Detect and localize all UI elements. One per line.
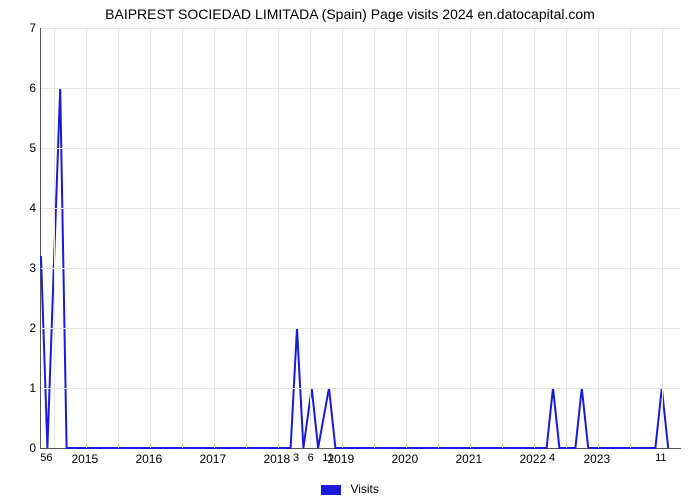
gridline-h xyxy=(41,28,681,29)
y-tick-label: 5 xyxy=(6,141,36,155)
x-tick-label: 2015 xyxy=(71,452,98,466)
y-tick-label: 2 xyxy=(6,321,36,335)
gridline-v xyxy=(406,28,407,448)
gridline-v xyxy=(182,28,183,448)
gridline-h xyxy=(41,148,681,149)
data-point-label: 4 xyxy=(549,452,555,464)
data-point-label: 3 xyxy=(293,452,299,464)
visits-line-series xyxy=(41,28,681,448)
legend-swatch xyxy=(321,485,341,495)
gridline-v xyxy=(246,28,247,448)
y-tick-label: 3 xyxy=(6,261,36,275)
gridline-h xyxy=(41,208,681,209)
chart-plot-area xyxy=(40,28,681,449)
data-point-label: 56 xyxy=(40,452,52,464)
gridline-v xyxy=(662,28,663,448)
gridline-v xyxy=(86,28,87,448)
y-tick-label: 7 xyxy=(6,21,36,35)
gridline-v xyxy=(214,28,215,448)
gridline-v xyxy=(150,28,151,448)
data-point-label: 6 xyxy=(308,452,314,464)
gridline-v xyxy=(534,28,535,448)
gridline-v xyxy=(470,28,471,448)
gridline-v xyxy=(310,28,311,448)
x-tick-label: 2018 xyxy=(263,452,290,466)
data-point-label: 11 xyxy=(322,452,333,464)
gridline-h xyxy=(41,388,681,389)
gridline-v xyxy=(630,28,631,448)
y-tick-label: 1 xyxy=(6,381,36,395)
x-tick-label: 2020 xyxy=(391,452,418,466)
x-tick-label: 2021 xyxy=(455,452,482,466)
gridline-v xyxy=(342,28,343,448)
chart-legend: Visits xyxy=(0,482,700,496)
gridline-v xyxy=(438,28,439,448)
x-tick-label: 2023 xyxy=(583,452,610,466)
chart-title: BAIPREST SOCIEDAD LIMITADA (Spain) Page … xyxy=(0,6,700,22)
gridline-v xyxy=(118,28,119,448)
gridline-v xyxy=(54,28,55,448)
x-tick-label: 2022 xyxy=(519,452,546,466)
y-tick-label: 0 xyxy=(6,441,36,455)
x-tick-label: 2017 xyxy=(199,452,226,466)
gridline-h xyxy=(41,268,681,269)
legend-label: Visits xyxy=(350,482,378,496)
gridline-h xyxy=(41,88,681,89)
gridline-v xyxy=(566,28,567,448)
gridline-v xyxy=(502,28,503,448)
y-tick-label: 6 xyxy=(6,81,36,95)
gridline-v xyxy=(374,28,375,448)
data-point-label: 11 xyxy=(655,452,666,464)
gridline-v xyxy=(598,28,599,448)
x-tick-label: 2016 xyxy=(135,452,162,466)
gridline-h xyxy=(41,328,681,329)
gridline-v xyxy=(278,28,279,448)
y-tick-label: 4 xyxy=(6,201,36,215)
